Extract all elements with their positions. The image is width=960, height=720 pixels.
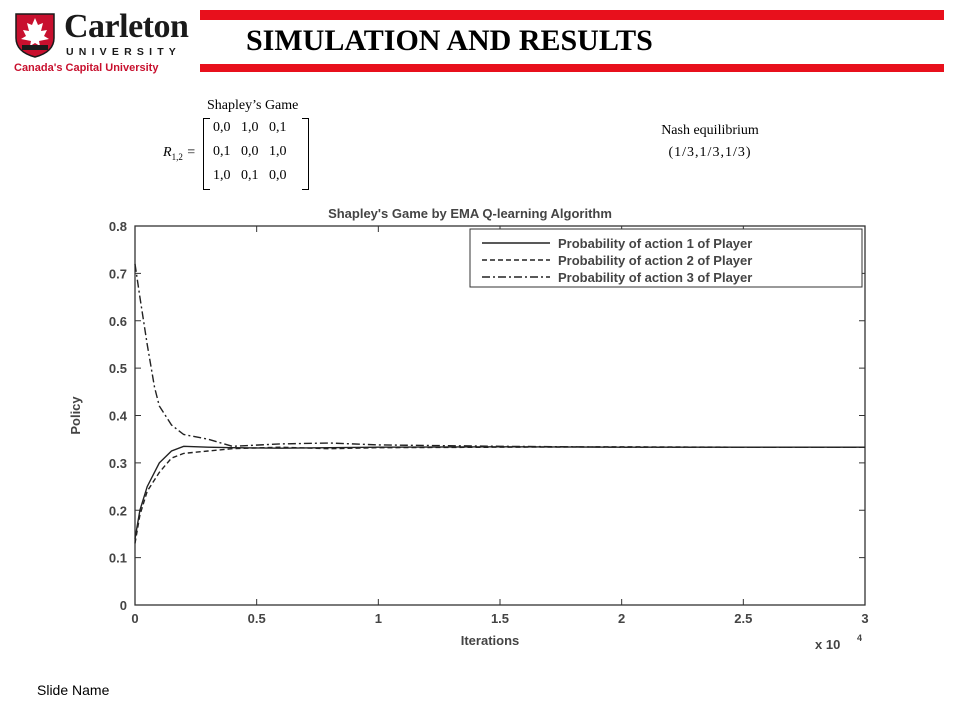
- legend-entry: Probability of action 3 of Player: [558, 270, 752, 285]
- slide-title: SIMULATION AND RESULTS: [246, 24, 653, 57]
- nash-value: (1/3,1/3,1/3): [668, 145, 752, 160]
- matrix-row: 1,0 0,1 0,0: [213, 168, 287, 183]
- matrix-row: 0,0 1,0 0,1: [213, 120, 287, 135]
- legend-entry: Probability of action 2 of Player: [558, 253, 752, 268]
- chart-title: Shapley's Game by EMA Q-learning Algorit…: [328, 206, 612, 221]
- logo-tagline: Canada's Capital University: [14, 62, 159, 74]
- y-axis-label: Policy: [68, 396, 83, 435]
- policy-chart: 0 0.5 1 1.5 2 2.5 3 0 0.1 0.2 0.3 0.4 0.5 0.6 0.7 0.8 P…: [68, 206, 869, 652]
- x-tick-label: 2.5: [734, 611, 752, 626]
- x-tick-label: 1.5: [491, 611, 509, 626]
- y-tick-label: 0.1: [109, 551, 127, 566]
- carleton-logo: Carleton UNIVERSITY Canada's Capital Uni…: [12, 8, 189, 78]
- matrix-bracket-left: [203, 118, 210, 190]
- nash-label: Nash equilibrium: [661, 123, 759, 138]
- y-tick-label: 0.8: [109, 219, 127, 234]
- x-tick-label: 0: [131, 611, 138, 626]
- y-tick-label: 0.6: [109, 314, 127, 329]
- y-tick-label: 0.3: [109, 456, 127, 471]
- x-tick-label: 2: [618, 611, 625, 626]
- x-multiplier-exponent: 4: [857, 633, 862, 643]
- x-multiplier-label: x 10: [815, 637, 840, 652]
- logo-university: UNIVERSITY: [66, 46, 182, 58]
- y-tick-label: 0: [120, 598, 127, 613]
- slide-name: Slide Name: [37, 682, 110, 698]
- payoff-matrix: R1,2 = 0,0 1,0 0,1 0,1 0,0 1,0 1,0 0,1 0,0: [163, 118, 313, 190]
- x-axis-label: Iterations: [461, 633, 520, 648]
- title-banner-underline: [200, 64, 944, 72]
- series-line-3: [134, 263, 865, 448]
- title-banner: SIMULATION AND RESULTS: [200, 10, 944, 80]
- x-tick-label: 0.5: [248, 611, 266, 626]
- matrix-row: 0,1 0,0 1,0: [213, 144, 287, 159]
- x-tick-label: 1: [375, 611, 382, 626]
- y-tick-label: 0.5: [109, 361, 127, 376]
- maple-leaf-shield-icon: [15, 13, 55, 58]
- plot-area: [134, 225, 866, 606]
- legend-entry: Probability of action 1 of Player: [558, 236, 752, 251]
- matrix-bracket-right: [302, 118, 309, 190]
- logo-name: Carleton: [64, 8, 189, 45]
- nash-equilibrium: Nash equilibrium (1/3,1/3,1/3): [640, 120, 780, 164]
- x-tick-label: 3: [861, 611, 868, 626]
- y-tick-label: 0.2: [109, 503, 127, 518]
- y-tick-label: 0.4: [109, 409, 128, 424]
- matrix-label: R1,2 =: [163, 145, 196, 162]
- game-title: Shapley’s Game: [207, 98, 299, 113]
- y-tick-label: 0.7: [109, 266, 127, 281]
